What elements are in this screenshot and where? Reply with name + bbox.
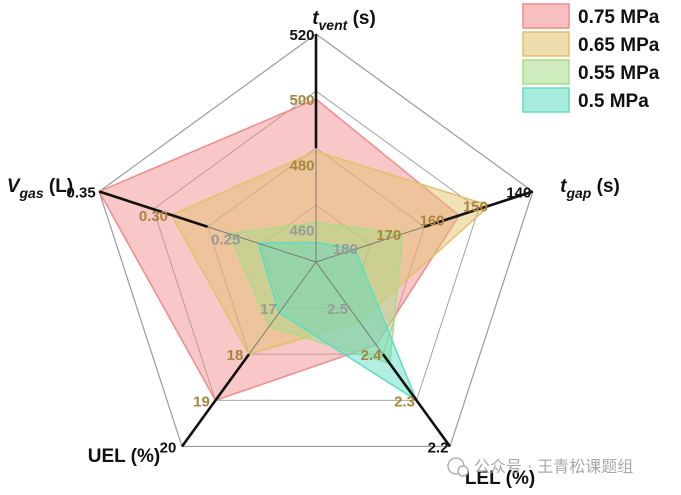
axis-labels: 460 480 500 520 180 170 160 150 140 2.5 2.4 2.3 2.2 1… [7, 8, 620, 489]
axis-line-LEL [381, 353, 452, 448]
tick-label-t_vent-1: 480 [289, 157, 314, 174]
tick-label-t_gap-2: 160 [420, 213, 445, 230]
grid-ring-4 [98, 33, 534, 448]
tick-label-UEL-2: 19 [193, 393, 210, 410]
tick-label-t_vent-3: 520 [289, 27, 314, 44]
legend-swatch-0 [522, 3, 570, 29]
tick-label-LEL-3: 2.2 [428, 439, 449, 456]
tick-label-t_vent-0: 460 [289, 222, 314, 239]
axis-title-UEL: UEL (%) [88, 446, 160, 467]
axis-title-V_gas: Vgas (L) [7, 176, 73, 201]
tick-label-t_gap-0: 180 [333, 241, 358, 258]
wechat-icon-bubble [457, 465, 469, 477]
grid-ring-2 [207, 147, 425, 355]
legend-label-1: 0.65 MPa [578, 35, 660, 56]
grid [98, 33, 534, 448]
tick-label-UEL-0: 17 [260, 301, 277, 318]
watermark: 公众号 · 王青松课题组 [447, 457, 633, 477]
tick-label-V_gas-1: 0.30 [139, 208, 168, 225]
axes [98, 34, 534, 448]
tick-label-LEL-0: 2.5 [327, 301, 348, 318]
tick-label-UEL-3: 20 [160, 439, 177, 456]
tick-label-t_vent-2: 500 [289, 92, 314, 109]
legend-label-2: 0.55 MPa [578, 63, 660, 84]
axis-title-LEL: LEL (%) [465, 468, 535, 489]
tick-label-LEL-2: 2.3 [394, 393, 415, 410]
legend-label-3: 0.5 MPa [578, 91, 649, 112]
axis-line-UEL [180, 353, 251, 448]
tick-label-t_gap-3: 150 [463, 199, 488, 216]
legend-swatch-3 [522, 87, 570, 113]
legend-swatch-2 [522, 59, 570, 85]
axis-title-t_vent: tvent (s) [312, 8, 376, 33]
grid-ring-3 [152, 90, 480, 401]
grid-ring-1 [261, 204, 371, 309]
tick-label-V_gas-0: 0.25 [211, 232, 240, 249]
tick-label-LEL-1: 2.4 [361, 347, 383, 364]
tick-label-t_gap-1: 170 [376, 227, 401, 244]
axis-title-t_gap: tgap (s) [560, 176, 620, 201]
watermark-text: 公众号 · 王青松课题组 [474, 457, 633, 476]
series-polygon-0-5-MPa [257, 241, 419, 403]
tick-label-V_gas-2: 0.35 [67, 185, 96, 202]
axis-line-t_gap [424, 190, 534, 229]
axis-line-V_gas [98, 190, 208, 229]
legend-swatch-1 [522, 31, 570, 57]
tick-label-UEL-1: 18 [227, 347, 244, 364]
tick-label-t_gap-4: 140 [506, 185, 531, 202]
legend: 0.75 MPa 0.65 MPa 0.55 MPa 0.5 MPa [522, 3, 660, 113]
legend-label-0: 0.75 MPa [578, 7, 660, 28]
